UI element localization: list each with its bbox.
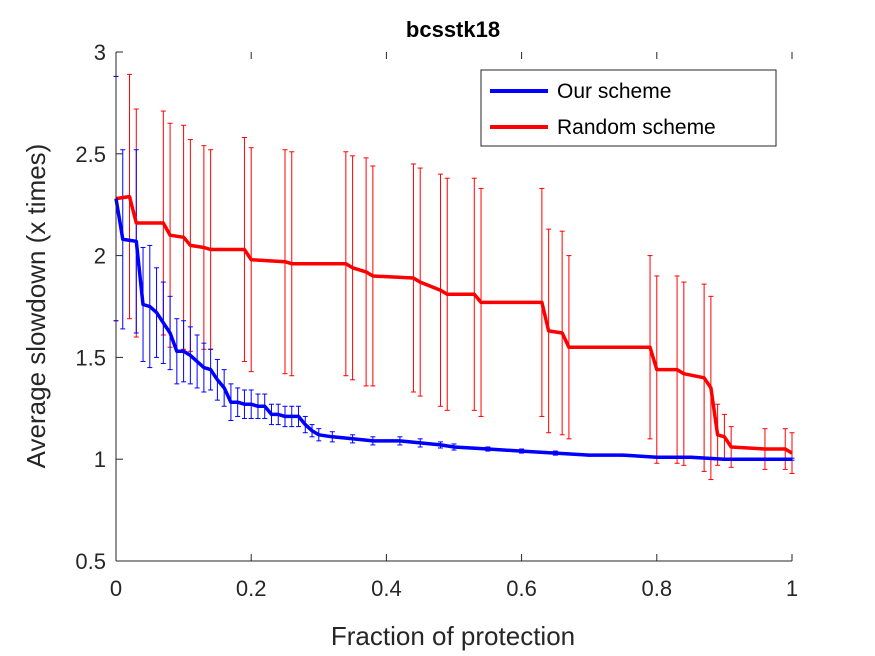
y-ticks: 0.5 1 1.5 2 2.5 3	[75, 40, 123, 574]
legend: Our scheme Random scheme	[480, 69, 777, 147]
x-tick-label: 0.6	[506, 576, 537, 601]
x-tick-label: 0	[110, 576, 122, 601]
legend-box	[480, 69, 777, 147]
lines-layer	[114, 194, 793, 461]
x-tick-label: 1	[786, 576, 798, 601]
series-line-0	[114, 198, 792, 461]
y-axis-label: Average slowdown (x times)	[21, 144, 51, 469]
y-tick-label: 2	[94, 244, 106, 269]
axes: 0 0.2 0.4 0.6 0.8 1 0.5 1 1.5 2 2.5 3	[75, 40, 798, 601]
x-ticks: 0 0.2 0.4 0.6 0.8 1	[110, 52, 798, 601]
series-line-1	[115, 194, 793, 455]
y-tick-label: 2.5	[75, 142, 106, 167]
y-tick-label: 1	[94, 447, 106, 472]
plot-area	[113, 73, 795, 481]
chart-title: bcsstk18	[406, 17, 500, 42]
y-tick-label: 3	[94, 40, 106, 65]
legend-label-our-scheme: Our scheme	[557, 80, 671, 103]
x-axis-label: Fraction of protection	[331, 621, 575, 651]
x-tick-label: 0.4	[371, 576, 402, 601]
x-tick-label: 0.2	[236, 576, 267, 601]
legend-label-random-scheme: Random scheme	[557, 116, 716, 139]
x-tick-label: 0.8	[642, 576, 673, 601]
y-tick-label: 0.5	[75, 549, 106, 574]
y-tick-label: 1.5	[75, 345, 106, 370]
